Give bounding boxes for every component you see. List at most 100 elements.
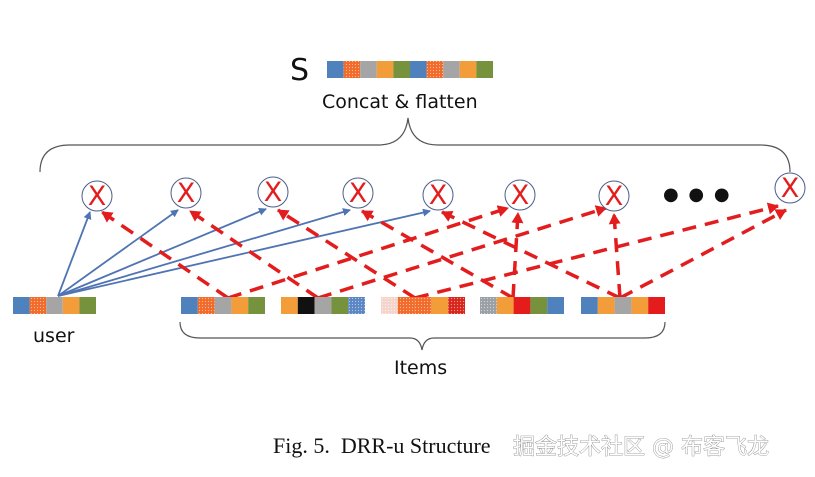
item-cell-gray [314,297,332,314]
interaction-node-2: X [170,177,202,209]
item-vector-4 [480,297,564,314]
user-arrow [57,211,92,297]
item-cell-blue [547,297,564,314]
s-cell-blue [327,61,344,78]
item-cell-blue [181,297,198,314]
node-circle [598,180,630,212]
dot-texture [29,297,47,314]
item-cell-orange [597,297,615,314]
interaction-node-4: X [342,177,374,209]
item-vector-5 [581,297,665,314]
item-cell-green [530,297,548,314]
x-mark-icon: X [511,180,530,211]
x-mark-icon: X [264,177,283,208]
s-cell-gray [443,61,460,78]
user-label: user [33,325,75,347]
item-arrow [619,208,787,300]
item-arrow [189,209,319,300]
dot-texture [381,297,398,314]
item-cell-red [648,297,665,314]
item-cell-black [297,297,315,314]
item-arrow [277,208,416,300]
user-cell-gray [46,297,63,314]
dot-texture [448,297,465,314]
node-circle [170,177,202,209]
interaction-node-3: X [257,176,289,208]
node-circle [422,179,454,211]
user-cell-blue [13,297,30,314]
item-cell-red [513,297,531,314]
items-brace [179,321,666,351]
node-circle [774,172,806,204]
s-cell-orange [459,61,477,78]
items-label: Items [394,357,447,379]
interaction-node-7: X [598,180,630,212]
user-arrow [57,209,179,297]
item-cell-green [331,297,349,314]
x-mark-icon: X [605,181,624,212]
item-cell-orange [496,297,514,314]
s-cell-green [393,61,410,78]
item-arrow [414,202,779,300]
x-mark-icon: X [781,173,800,204]
s-cell-orange [376,61,394,78]
item-cell-orange [631,297,649,314]
x-mark-icon: X [349,178,368,209]
item-cell-blue [581,297,598,314]
dot-texture [397,297,415,314]
watermark: 掘金技术社区 @ 布客飞龙 [513,435,769,460]
top-brace [39,117,791,173]
arrows [57,202,787,300]
dot-texture [414,297,432,314]
s-cell-green [476,61,493,78]
x-mark-icon: X [177,178,196,209]
interaction-node-6: X [504,179,536,211]
node-circle [504,179,536,211]
item-arrow [361,209,514,300]
item-arrow [511,212,524,299]
x-mark-icon: X [429,180,448,211]
dot-texture [426,61,444,78]
dot-texture [197,297,215,314]
user-arrow [57,208,351,297]
item-cell-gray [214,297,232,314]
item-vectors [181,297,665,314]
node-circle [81,180,113,212]
dot-texture [348,297,365,314]
s-label: S [290,53,309,88]
x-mark-icon: X [88,181,107,212]
user-cell-green [79,297,96,314]
concat-flatten-label: Concat & flatten [322,91,478,113]
ellipsis: ● ● ● [663,184,732,205]
item-cell-gray [614,297,632,314]
interaction-node-1: X [81,180,113,212]
user-vector [13,297,96,314]
item-cell-orange [281,297,298,314]
item-cell-orange [231,297,249,314]
node-circle [342,177,374,209]
s-vector [327,61,493,78]
interaction-node-8: X [774,172,806,204]
dot-texture [343,61,361,78]
item-cell-green [248,297,265,314]
s-cell-gray [360,61,377,78]
item-vector-2 [281,297,365,314]
item-cell-orange [431,297,449,314]
item-vector-1 [181,297,265,314]
item-arrow [608,213,622,299]
item-vector-3 [381,297,465,314]
node-circle [257,176,289,208]
s-cell-blue [410,61,427,78]
user-cell-orange [62,297,80,314]
item-arrow [227,205,509,300]
item-arrow [101,210,229,300]
interaction-node-5: X [422,179,454,211]
figure-caption: Fig. 5. DRR-u Structure [273,433,491,458]
item-arrow [441,210,621,300]
dot-texture [480,297,497,314]
item-arrow [317,205,607,300]
user-arrow [57,208,431,297]
